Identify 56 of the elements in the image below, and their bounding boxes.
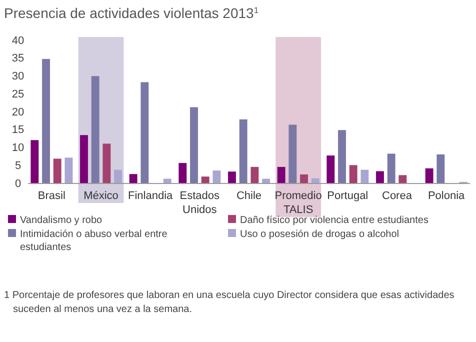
y-tick-label: 30 xyxy=(12,70,24,83)
bar xyxy=(239,119,248,183)
bar xyxy=(129,174,138,183)
legend-label: Uso o posesión de drogas o alcohol xyxy=(240,229,399,240)
y-tick-label: 0 xyxy=(14,178,22,190)
x-tick-label: Estados Unidos xyxy=(180,190,220,216)
bar xyxy=(425,168,434,183)
x-tick-label: Polonia xyxy=(428,190,466,202)
bar xyxy=(30,140,39,183)
bar xyxy=(114,170,122,183)
bar xyxy=(300,174,308,183)
x-tick-label: México xyxy=(84,190,118,202)
y-tick-label: 35 xyxy=(12,52,24,65)
x-tick-label: Chile xyxy=(236,190,262,202)
bar xyxy=(360,170,369,183)
bar xyxy=(398,175,407,183)
x-tick-label: Corea xyxy=(382,190,413,202)
bar xyxy=(140,82,149,183)
bar xyxy=(376,171,384,183)
bar xyxy=(102,144,111,183)
bar xyxy=(190,107,198,183)
bar xyxy=(64,158,73,183)
legend-label: Intimidación o abuso verbal entre estudiantes xyxy=(20,229,168,253)
y-tick-label: 25 xyxy=(12,88,24,100)
x-tick-label: Portugal xyxy=(327,190,368,202)
bar xyxy=(228,172,236,183)
text: 1 Porcentaje de profesores que laboran en una escuela cuyo Director considera que esas actividades suceden al menos una vez a la semana. xyxy=(4,290,454,315)
bar xyxy=(80,135,88,183)
x-tick-label: Finlandia xyxy=(128,190,174,202)
bar xyxy=(326,155,335,183)
bar xyxy=(53,158,62,183)
y-tick-label: 5 xyxy=(14,160,22,172)
bar xyxy=(277,166,286,183)
bar xyxy=(178,162,187,183)
bar xyxy=(250,166,259,183)
x-tick-label: Brasil xyxy=(38,190,66,202)
legend-label: Daño físico por violencia entre estudiantes xyxy=(240,215,428,226)
bar xyxy=(349,165,358,183)
bar xyxy=(311,178,320,183)
y-tick-label: 15 xyxy=(12,124,24,136)
bar xyxy=(42,58,50,183)
y-tick-label: 40 xyxy=(12,34,24,47)
bar xyxy=(262,178,270,183)
bar xyxy=(91,76,100,183)
chart-title: Presencia de actividades violentas 2013$^{1}$ xyxy=(4,5,259,21)
bar xyxy=(163,178,172,183)
bar xyxy=(288,124,297,183)
y-tick-label: 20 xyxy=(12,106,24,118)
legend-label: Vandalismo y robo xyxy=(20,215,103,226)
x-tick-label: Promedio TALIS xyxy=(274,190,322,216)
bar xyxy=(338,130,346,183)
bar xyxy=(212,170,221,183)
bar xyxy=(201,176,210,183)
bar xyxy=(436,154,445,183)
y-tick-label: 10 xyxy=(12,142,24,154)
bar xyxy=(387,154,396,183)
